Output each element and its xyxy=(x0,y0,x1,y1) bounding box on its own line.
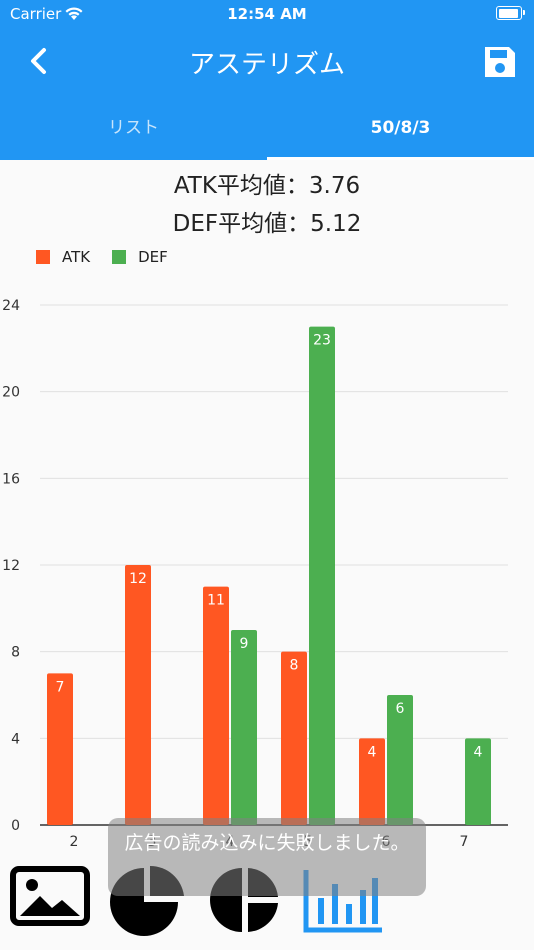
bar-def xyxy=(387,695,413,825)
app-bar: Carrier 12:54 AM アステリズム リスト 50/8/3 xyxy=(0,0,534,160)
legend-atk-swatch xyxy=(36,250,50,264)
status-bar: Carrier 12:54 AM xyxy=(0,0,534,28)
legend-def: DEF xyxy=(112,248,168,266)
x-tick-label: 7 xyxy=(460,834,469,850)
bar-atk xyxy=(203,586,229,825)
tab-indicator xyxy=(267,157,534,160)
battery-icon xyxy=(496,6,525,20)
bar-atk xyxy=(281,651,307,825)
x-tick-label: 2 xyxy=(70,834,79,850)
data-label: 6 xyxy=(396,701,405,717)
bar-def xyxy=(465,738,491,825)
legend-atk-label: ATK xyxy=(62,248,91,266)
bar-def xyxy=(309,326,335,825)
y-tick-label: 4 xyxy=(11,731,20,747)
carrier-label: Carrier xyxy=(10,5,62,23)
wifi-icon xyxy=(65,7,83,20)
y-tick-label: 20 xyxy=(2,385,20,401)
image-icon[interactable] xyxy=(10,866,90,926)
chart-legend: ATK DEF xyxy=(36,248,190,266)
toast-text: 広告の読み込みに失敗しました。 xyxy=(124,832,410,854)
toast-message: 広告の読み込みに失敗しました。 xyxy=(108,818,426,896)
y-tick-label: 8 xyxy=(11,645,20,661)
y-tick-label: 0 xyxy=(11,818,20,834)
tab-list[interactable]: リスト xyxy=(108,118,159,138)
data-label: 11 xyxy=(207,593,225,609)
data-label: 7 xyxy=(56,679,65,695)
legend-def-label: DEF xyxy=(138,248,168,266)
bar-atk xyxy=(359,738,385,825)
bar-atk xyxy=(47,673,73,825)
legend-atk: ATK xyxy=(36,248,90,266)
def-average: DEF平均値：5.12 xyxy=(172,211,362,237)
y-tick-label: 12 xyxy=(2,558,20,574)
data-label: 12 xyxy=(129,571,147,587)
status-time: 12:54 AM xyxy=(227,5,307,23)
data-label: 4 xyxy=(474,744,483,760)
page-title: アステリズム xyxy=(188,50,345,80)
atk-average: ATK平均値：3.76 xyxy=(173,173,361,199)
save-icon[interactable] xyxy=(482,44,518,80)
chevron-left-icon[interactable] xyxy=(22,44,56,78)
tab-stats[interactable]: 50/8/3 xyxy=(370,118,431,138)
data-label: 9 xyxy=(240,636,249,652)
bar-def xyxy=(231,630,257,825)
tab-bar: リスト 50/8/3 xyxy=(0,100,534,160)
y-tick-label: 16 xyxy=(2,471,20,487)
legend-def-swatch xyxy=(112,250,127,264)
data-label: 8 xyxy=(290,658,299,674)
data-label: 23 xyxy=(313,333,331,349)
y-tick-label: 24 xyxy=(2,298,20,314)
bar-chart: 04812162024273124119582364674 xyxy=(2,298,508,850)
data-label: 4 xyxy=(368,744,377,760)
bar-atk xyxy=(125,565,151,825)
